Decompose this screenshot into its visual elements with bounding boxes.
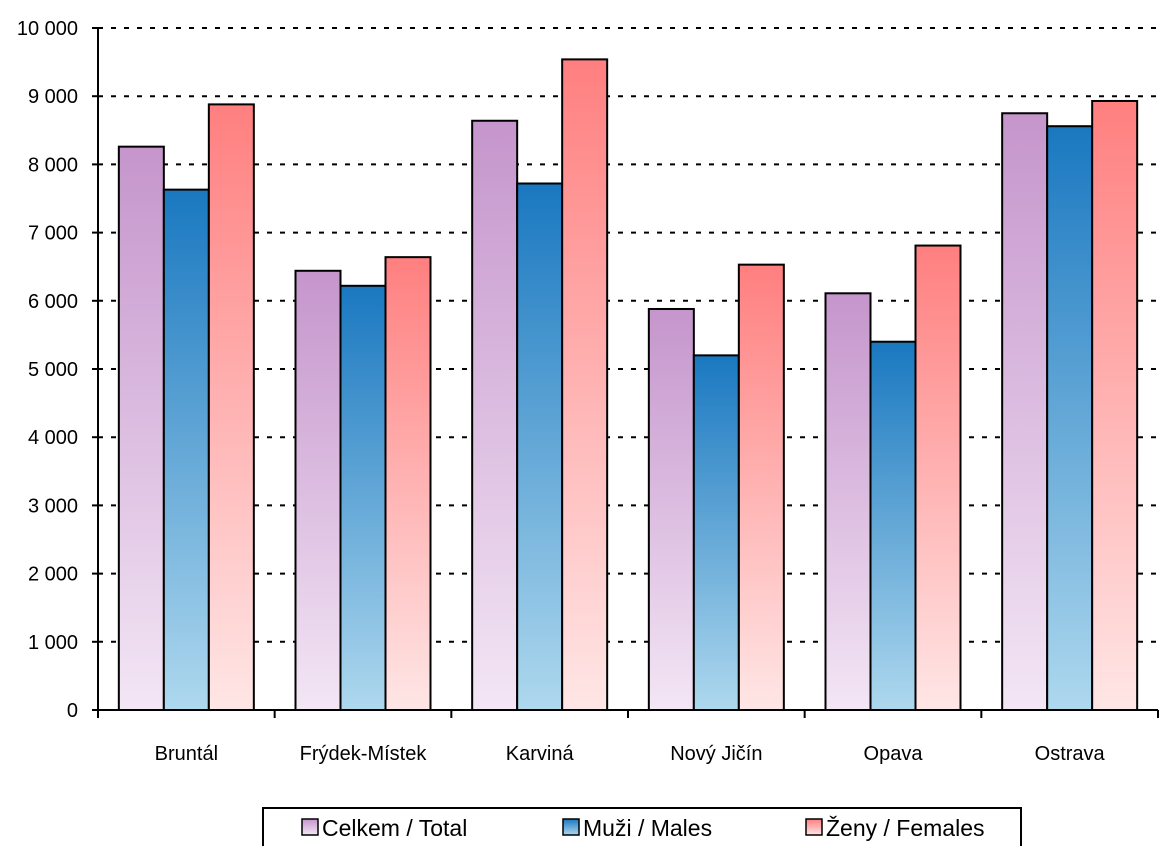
y-tick-label: 10 000 [17,18,78,40]
y-tick-label: 3 000 [28,495,78,517]
legend-box [262,807,1022,846]
bar-females [207,103,255,712]
bar-males [162,188,210,712]
bar-total [647,307,695,711]
bar-females [384,256,432,711]
y-tick-label: 7 000 [28,223,78,245]
bar-females [1091,99,1139,711]
gridlines [98,27,1158,643]
bar-total [824,292,872,711]
y-tick-label: 6 000 [28,291,78,313]
bar-males [692,354,740,711]
y-tick-label: 2 000 [28,564,78,586]
legend-swatch-males [562,818,580,836]
bar-total [294,269,342,711]
bar-total [117,145,165,711]
bar-total [471,119,519,711]
axes [92,27,1159,718]
bar-males [1046,125,1094,711]
y-tick-label: 9 000 [28,86,78,108]
legend: Celkem / Total Muži / Males Ženy / Females [262,807,1022,846]
y-tick-label: 5 000 [28,359,78,381]
x-category-label: Bruntál [155,743,218,765]
y-tick-label: 8 000 [28,154,78,176]
bar-females [737,263,785,711]
legend-label-total: Celkem / Total [322,815,467,841]
bar-females [914,244,962,711]
x-category-label: Nový Jičín [670,743,762,765]
legend-label-males: Muži / Males [583,815,712,841]
x-category-label: Frýdek-Místek [300,743,428,765]
bar-females [561,58,609,711]
x-category-label: Opava [864,743,924,765]
legend-swatch-females [805,818,823,836]
bar-total [1001,112,1049,711]
legend-swatch-total [301,818,319,836]
y-tick-label: 0 [67,700,78,722]
x-category-label: Karviná [506,743,575,765]
bars [117,58,1139,712]
bar-males [339,284,387,711]
legend-label-females: Ženy / Females [826,815,985,841]
x-category-label: Ostrava [1035,743,1106,765]
bar-males [869,340,917,711]
bar-males [516,182,564,712]
axis-labels: 0 1 000 2 000 3 000 4 000 5 000 6 000 7 000 8 00… [17,18,1106,765]
y-tick-label: 4 000 [28,427,78,449]
y-tick-label: 1 000 [28,632,78,654]
